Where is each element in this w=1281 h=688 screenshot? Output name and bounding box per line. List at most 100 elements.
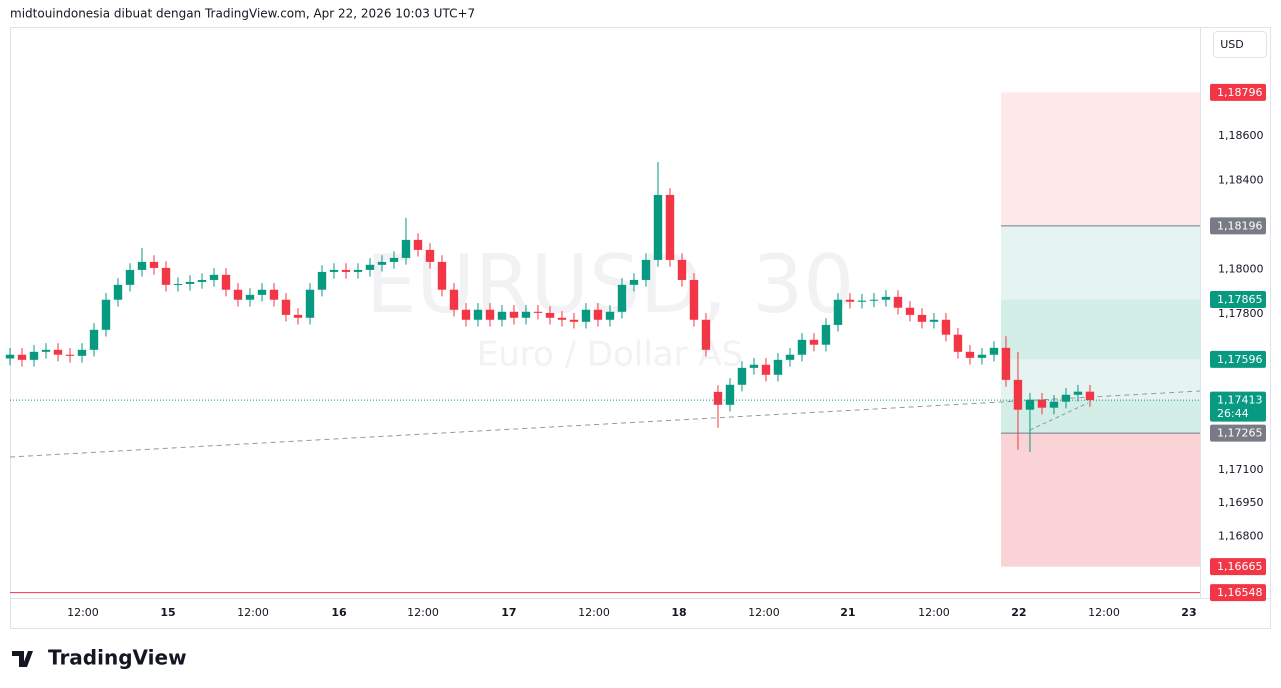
- candle-body: [185, 281, 195, 284]
- candle-body: [197, 279, 207, 282]
- candle-body: [773, 359, 783, 375]
- candle-body: [413, 239, 423, 250]
- x-tick-label: 12:00: [237, 606, 269, 619]
- price-label: 1,16665: [1217, 560, 1263, 573]
- scales: 1,18600 1,18400 1,18000 1,17800 1,17100 1,169…: [67, 83, 1266, 619]
- candle-body: [1061, 394, 1071, 402]
- candle-body: [29, 351, 39, 360]
- zone: [1001, 92, 1200, 226]
- candle-body: [881, 296, 891, 300]
- position-zones: [1001, 92, 1200, 567]
- candle-body: [485, 309, 495, 320]
- candle-body: [761, 364, 771, 375]
- plot: [5, 161, 1200, 594]
- countdown: 26:44: [1217, 407, 1249, 420]
- candle-body: [365, 264, 375, 270]
- currency-button[interactable]: [1213, 31, 1267, 58]
- candle-body: [965, 351, 975, 358]
- y-tick-label: 1,18400: [1218, 173, 1264, 186]
- candle-body: [437, 261, 447, 290]
- candle-body: [353, 269, 363, 272]
- candle-body: [233, 289, 243, 300]
- candle-body: [737, 367, 747, 385]
- price-label-box: [1210, 217, 1266, 235]
- candle-body: [341, 269, 351, 272]
- candle-body: [113, 284, 123, 300]
- candle-body: [101, 299, 111, 330]
- candle-body: [821, 324, 831, 345]
- candle-body: [389, 257, 399, 262]
- price-label: 1,17596: [1217, 353, 1263, 366]
- candle-body: [521, 311, 531, 318]
- x-tick-label: 12:00: [407, 606, 439, 619]
- price-label-box: [1210, 391, 1266, 422]
- candle-body: [281, 299, 291, 315]
- candle-body: [125, 269, 135, 285]
- x-tick-label: 16: [331, 606, 347, 619]
- candle-body: [581, 309, 591, 322]
- candle-body: [677, 259, 687, 280]
- header: midtouindonesia dibuat dengan TradingVie…: [10, 7, 475, 21]
- candle-body: [1001, 347, 1011, 380]
- candle-body: [77, 349, 87, 356]
- candle-body: [701, 319, 711, 350]
- candle-body: [545, 312, 555, 318]
- price-label: 1,17865: [1217, 293, 1263, 306]
- candle-body: [857, 300, 867, 302]
- x-tick-label: 12:00: [748, 606, 780, 619]
- candle-body: [269, 289, 279, 300]
- y-tick-label: 1,17800: [1218, 307, 1264, 320]
- candle-body: [617, 284, 627, 312]
- candle-body: [293, 314, 303, 318]
- logo: TradingView: [12, 646, 187, 670]
- candle-body: [317, 271, 327, 290]
- candle-body: [257, 289, 267, 295]
- price-label: 1,18196: [1217, 219, 1263, 232]
- logo-icon: [12, 651, 33, 667]
- candle-body: [605, 311, 615, 320]
- candle-body: [497, 311, 507, 320]
- x-tick-label: 12:00: [1088, 606, 1120, 619]
- y-tick-label: 1,18000: [1218, 262, 1264, 275]
- candle-body: [1025, 399, 1035, 410]
- x-tick-label: 22: [1011, 606, 1026, 619]
- candle-body: [893, 296, 903, 308]
- candle-body: [1073, 391, 1083, 395]
- candle-body: [869, 299, 879, 301]
- candle-body: [17, 354, 27, 360]
- candle-body: [833, 299, 843, 325]
- candle-body: [1013, 379, 1023, 410]
- candle-body: [137, 261, 147, 270]
- watermark-description: Euro / Dollar AS: [477, 335, 743, 375]
- logo-text: TradingView: [48, 646, 187, 670]
- candle-body: [845, 299, 855, 302]
- price-label-box: [1210, 350, 1266, 368]
- frame: [10, 27, 1271, 629]
- price-label-box: [1210, 83, 1266, 101]
- price-label-box: [1210, 584, 1266, 602]
- y-tick-label: 1,16800: [1218, 530, 1264, 543]
- candle-body: [533, 311, 543, 313]
- candle-body: [209, 274, 219, 280]
- price-label: 1,17413: [1217, 394, 1263, 407]
- candle-body: [161, 267, 171, 285]
- candle-body: [1085, 391, 1095, 401]
- price-label: 1,18796: [1217, 86, 1263, 99]
- zone: [1001, 359, 1200, 401]
- candle-body: [713, 391, 723, 405]
- candle-body: [797, 339, 807, 355]
- candle-body: [977, 354, 987, 358]
- x-tick-label: 23: [1181, 606, 1196, 619]
- candle-body: [593, 309, 603, 320]
- candle-body: [329, 269, 339, 272]
- candle-body: [917, 314, 927, 322]
- candle-body: [653, 194, 663, 260]
- y-tick-label: 1,16950: [1218, 496, 1264, 509]
- candle-body: [569, 319, 579, 322]
- candle-body: [461, 309, 471, 320]
- x-tick-label: 12:00: [578, 606, 610, 619]
- trend-line: [9, 390, 1201, 458]
- candle-body: [905, 307, 915, 315]
